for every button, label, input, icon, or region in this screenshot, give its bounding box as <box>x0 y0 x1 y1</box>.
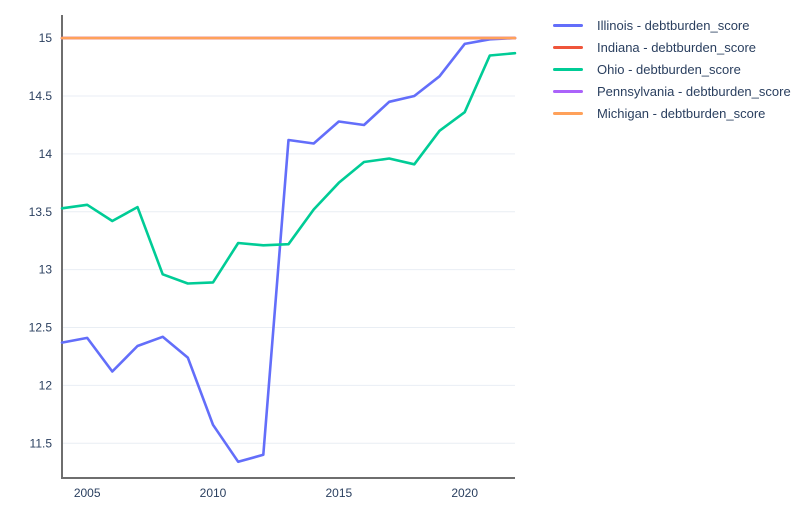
y-tick-label: 13.5 <box>29 205 53 219</box>
x-tick-label: 2020 <box>451 486 478 500</box>
legend-label: Michigan - debtburden_score <box>597 105 766 121</box>
legend-line-swatch-michigan <box>553 111 583 115</box>
legend-item-pennsylvania[interactable]: Pennsylvania - debtburden_score <box>553 80 791 102</box>
legend-label: Ohio - debtburden_score <box>597 61 741 77</box>
y-tick-label: 13 <box>39 263 53 277</box>
legend-item-michigan[interactable]: Michigan - debtburden_score <box>553 102 791 124</box>
legend-line-swatch-pennsylvania <box>553 89 583 93</box>
legend-line-swatch-illinois <box>553 24 583 28</box>
y-tick-label: 15 <box>39 31 53 45</box>
x-tick-label: 2015 <box>325 486 352 500</box>
legend-label: Illinois - debtburden_score <box>597 18 750 34</box>
legend-item-indiana[interactable]: Indiana - debtburden_score <box>553 37 791 59</box>
y-tick-label: 12.5 <box>29 321 53 335</box>
y-tick-label: 14 <box>39 147 53 161</box>
legend-label: Indiana - debtburden_score <box>597 40 757 56</box>
series-line-illinois[interactable] <box>60 36 517 464</box>
y-tick-label: 11.5 <box>30 436 53 450</box>
y-tick-label: 12 <box>39 378 53 392</box>
legend-item-illinois[interactable]: Illinois - debtburden_score <box>553 15 791 37</box>
series-line-ohio[interactable] <box>60 51 517 285</box>
x-tick-label: 2010 <box>200 486 227 500</box>
legend: Illinois - debtburden_score Indiana - deb… <box>553 15 791 124</box>
x-tick-label: 2005 <box>74 486 101 500</box>
legend-label: Pennsylvania - debtburden_score <box>597 83 791 99</box>
legend-item-ohio[interactable]: Ohio - debtburden_score <box>553 59 791 81</box>
y-tick-label: 14.5 <box>29 89 53 103</box>
legend-line-swatch-indiana <box>553 46 583 50</box>
legend-line-swatch-ohio <box>553 67 583 71</box>
